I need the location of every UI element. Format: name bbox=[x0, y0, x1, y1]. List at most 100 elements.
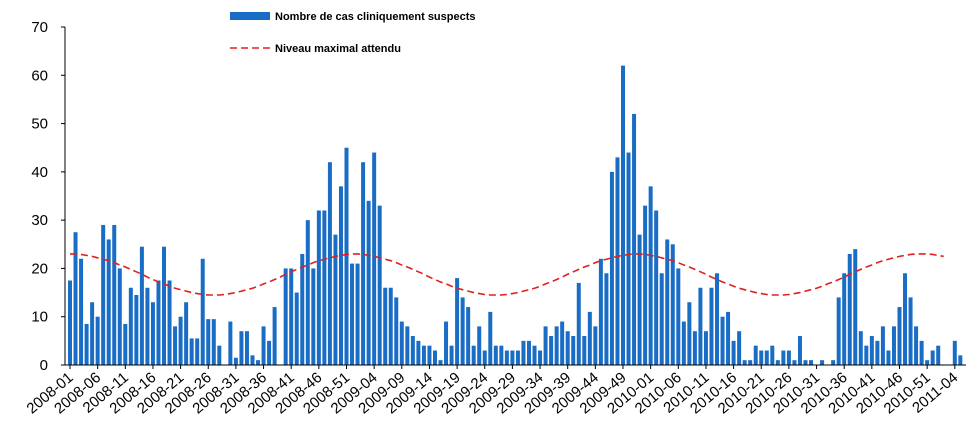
bar bbox=[311, 268, 316, 365]
bar bbox=[499, 345, 504, 365]
bar bbox=[466, 307, 471, 365]
bar bbox=[305, 220, 310, 365]
y-tick-label: 10 bbox=[31, 309, 48, 326]
bar bbox=[217, 345, 222, 365]
bar bbox=[692, 331, 697, 365]
bar bbox=[621, 65, 625, 365]
bar bbox=[471, 345, 476, 365]
bar bbox=[659, 273, 664, 365]
bar bbox=[333, 234, 338, 365]
y-tick-label: 70 bbox=[31, 19, 48, 36]
bar bbox=[438, 360, 443, 365]
bar bbox=[477, 326, 482, 365]
bar bbox=[576, 282, 581, 365]
bar bbox=[455, 278, 460, 365]
bar bbox=[549, 336, 554, 365]
bar bbox=[515, 350, 520, 365]
bar bbox=[676, 268, 681, 365]
bar bbox=[919, 340, 924, 365]
bar bbox=[764, 350, 769, 365]
bar bbox=[759, 350, 764, 365]
bar bbox=[256, 360, 261, 365]
y-tick-label: 60 bbox=[31, 67, 48, 84]
bar bbox=[79, 258, 84, 365]
bar bbox=[327, 162, 332, 365]
bar bbox=[117, 268, 122, 365]
bar bbox=[914, 326, 919, 365]
bar bbox=[875, 340, 880, 365]
bar bbox=[543, 326, 548, 365]
bar bbox=[150, 302, 155, 365]
bar bbox=[244, 331, 249, 365]
bar bbox=[643, 205, 648, 365]
bar bbox=[178, 316, 183, 365]
bar bbox=[593, 326, 598, 365]
bar bbox=[703, 331, 708, 365]
bar bbox=[886, 350, 891, 365]
bar bbox=[283, 268, 288, 365]
bar bbox=[587, 311, 592, 365]
bar bbox=[189, 338, 194, 365]
bar bbox=[604, 273, 609, 365]
bar bbox=[68, 280, 72, 365]
bar bbox=[571, 336, 576, 365]
bar bbox=[233, 357, 238, 365]
bar bbox=[488, 311, 493, 365]
bar bbox=[637, 234, 642, 365]
bar bbox=[156, 280, 161, 365]
bar bbox=[609, 171, 614, 365]
bar bbox=[891, 326, 896, 365]
bar bbox=[388, 287, 393, 365]
bar bbox=[112, 224, 117, 365]
bar bbox=[726, 311, 731, 365]
bar bbox=[626, 152, 631, 365]
bar bbox=[786, 350, 791, 365]
bar bbox=[377, 205, 382, 365]
bar bbox=[449, 345, 454, 365]
bar bbox=[167, 280, 172, 365]
y-tick-label: 30 bbox=[31, 212, 48, 229]
bar bbox=[538, 350, 543, 365]
bar bbox=[95, 316, 100, 365]
bar bbox=[399, 321, 404, 365]
bar bbox=[792, 360, 797, 365]
bar bbox=[504, 350, 509, 365]
bar bbox=[654, 210, 659, 365]
bar bbox=[322, 210, 327, 365]
bar bbox=[858, 331, 863, 365]
bar bbox=[139, 246, 144, 365]
bar bbox=[853, 249, 858, 365]
bar bbox=[134, 294, 139, 365]
bar bbox=[532, 345, 537, 365]
bar bbox=[90, 302, 95, 365]
bar bbox=[261, 326, 266, 365]
bar bbox=[742, 360, 747, 365]
bar bbox=[925, 360, 930, 365]
bar bbox=[952, 340, 957, 365]
bar bbox=[770, 345, 775, 365]
bar bbox=[300, 253, 305, 365]
bar bbox=[350, 263, 355, 365]
bar bbox=[864, 345, 869, 365]
bar bbox=[698, 287, 703, 365]
bar bbox=[681, 321, 686, 365]
bar bbox=[908, 297, 913, 365]
bar bbox=[101, 224, 106, 365]
bar bbox=[73, 232, 78, 365]
threshold-line bbox=[70, 253, 944, 296]
bar bbox=[106, 239, 111, 365]
bar bbox=[936, 345, 941, 365]
bar bbox=[632, 113, 637, 366]
legend-label: Nombre de cas cliniquement suspects bbox=[275, 11, 476, 23]
bar bbox=[421, 345, 426, 365]
bar bbox=[145, 287, 150, 365]
bar bbox=[820, 360, 825, 365]
bar bbox=[344, 147, 349, 365]
bar bbox=[383, 287, 388, 365]
bar bbox=[615, 157, 620, 365]
bar bbox=[748, 360, 753, 365]
bar bbox=[361, 162, 366, 365]
bar bbox=[84, 323, 89, 365]
bar bbox=[582, 336, 587, 365]
